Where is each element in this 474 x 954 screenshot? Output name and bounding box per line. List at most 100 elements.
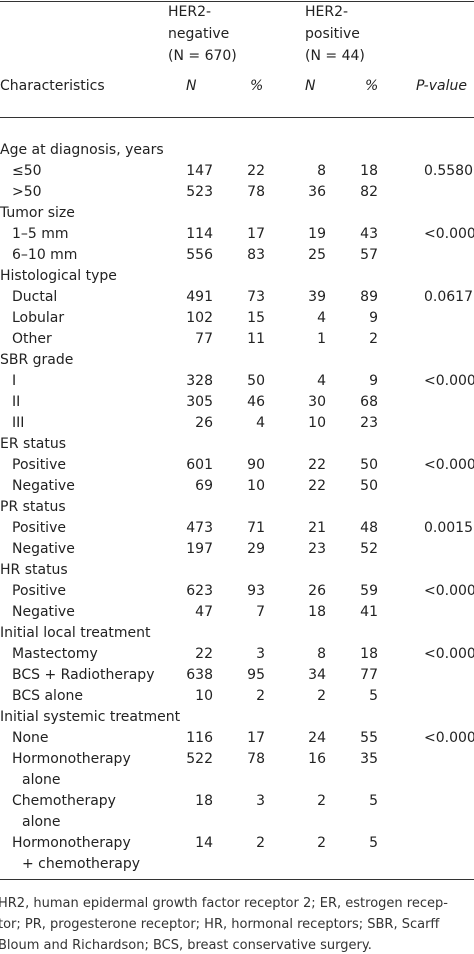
cell-value: 35 xyxy=(360,751,378,767)
cell-value: 10 xyxy=(195,688,213,704)
section-title: ER status xyxy=(0,436,67,452)
cell-value: 3 xyxy=(256,793,265,809)
cell-value: 18 xyxy=(360,646,378,662)
cell-value: 14 xyxy=(195,835,213,851)
row-label: Negative xyxy=(12,478,75,494)
row-label: + chemotherapy xyxy=(22,856,141,872)
column-header: P-value xyxy=(416,78,467,94)
row-label: Ductal xyxy=(12,289,58,305)
row-label: I xyxy=(12,373,17,389)
row-label: II xyxy=(12,394,21,410)
cell-value: 43 xyxy=(360,226,378,242)
cell-value: 26 xyxy=(308,583,326,599)
cell-value: 2 xyxy=(369,331,378,347)
group-header: negative xyxy=(168,26,230,42)
row-label: Positive xyxy=(12,457,66,473)
bottom-rule xyxy=(0,879,474,880)
column-header: N xyxy=(305,78,316,94)
cell-value: 7 xyxy=(256,604,265,620)
row-label: Lobular xyxy=(12,310,65,326)
cell-value: 22 xyxy=(247,163,265,179)
row-label: Mastectomy xyxy=(12,646,98,662)
cell-value: 39 xyxy=(308,289,326,305)
column-header: Characteristics xyxy=(0,78,105,94)
cell-value: 1 xyxy=(317,331,326,347)
cell-value: 2 xyxy=(317,793,326,809)
group-header: (N = 670) xyxy=(168,48,237,64)
cell-value: 8 xyxy=(317,163,326,179)
row-label: BCS alone xyxy=(12,688,83,704)
section-title: SBR grade xyxy=(0,352,74,368)
row-label: 1–5 mm xyxy=(12,226,69,242)
cell-value: 328 xyxy=(186,373,213,389)
cell-value: 197 xyxy=(186,541,213,557)
cell-value: 8 xyxy=(317,646,326,662)
p-value: 0.0617 xyxy=(424,289,473,305)
row-label: alone xyxy=(22,814,61,830)
footnote: HR2, human epidermal growth factor recep… xyxy=(0,896,448,911)
cell-value: 78 xyxy=(247,184,265,200)
row-label: ≤50 xyxy=(12,163,42,179)
row-label: alone xyxy=(22,772,61,788)
column-header: % xyxy=(250,78,264,94)
cell-value: 3 xyxy=(256,646,265,662)
cell-value: 23 xyxy=(308,541,326,557)
cell-value: 55 xyxy=(360,730,378,746)
cell-value: 18 xyxy=(360,163,378,179)
cell-value: 47 xyxy=(195,604,213,620)
p-value: 0.5580 xyxy=(424,163,473,179)
cell-value: 4 xyxy=(317,310,326,326)
row-label: Negative xyxy=(12,541,75,557)
cell-value: 23 xyxy=(360,415,378,431)
row-label: Chemotherapy xyxy=(12,793,116,809)
cell-value: 19 xyxy=(308,226,326,242)
row-label: Hormonotherapy xyxy=(12,751,131,767)
cell-value: 2 xyxy=(317,835,326,851)
row-label: III xyxy=(12,415,25,431)
cell-value: 22 xyxy=(308,478,326,494)
cell-value: 11 xyxy=(247,331,265,347)
cell-value: 2 xyxy=(256,688,265,704)
cell-value: 18 xyxy=(308,604,326,620)
row-label: 6–10 mm xyxy=(12,247,78,263)
cell-value: 16 xyxy=(308,751,326,767)
cell-value: 77 xyxy=(360,667,378,683)
cell-value: 90 xyxy=(247,457,265,473)
cell-value: 48 xyxy=(360,520,378,536)
column-header: N xyxy=(186,78,197,94)
cell-value: 59 xyxy=(360,583,378,599)
row-label: Negative xyxy=(12,604,75,620)
cell-value: 491 xyxy=(186,289,213,305)
p-value: 0.0015 xyxy=(424,520,473,536)
section-title: Age at diagnosis, years xyxy=(0,142,164,158)
group-header: HER2- xyxy=(168,4,212,20)
cell-value: 4 xyxy=(317,373,326,389)
section-title: Initial local treatment xyxy=(0,625,151,641)
cell-value: 30 xyxy=(308,394,326,410)
top-rule xyxy=(0,1,474,2)
section-title: HR status xyxy=(0,562,68,578)
cell-value: 2 xyxy=(317,688,326,704)
row-label: BCS + Radiotherapy xyxy=(12,667,155,683)
cell-value: 29 xyxy=(247,541,265,557)
cell-value: 114 xyxy=(186,226,213,242)
group-header: HER2- xyxy=(305,4,349,20)
cell-value: 25 xyxy=(308,247,326,263)
cell-value: 83 xyxy=(247,247,265,263)
row-label: Positive xyxy=(12,583,66,599)
cell-value: 82 xyxy=(360,184,378,200)
cell-value: 623 xyxy=(186,583,213,599)
cell-value: 9 xyxy=(369,310,378,326)
cell-value: 5 xyxy=(369,793,378,809)
cell-value: 95 xyxy=(247,667,265,683)
cell-value: 50 xyxy=(360,478,378,494)
cell-value: 102 xyxy=(186,310,213,326)
cell-value: 5 xyxy=(369,835,378,851)
cell-value: 24 xyxy=(308,730,326,746)
cell-value: 522 xyxy=(186,751,213,767)
cell-value: 41 xyxy=(360,604,378,620)
cell-value: 36 xyxy=(308,184,326,200)
